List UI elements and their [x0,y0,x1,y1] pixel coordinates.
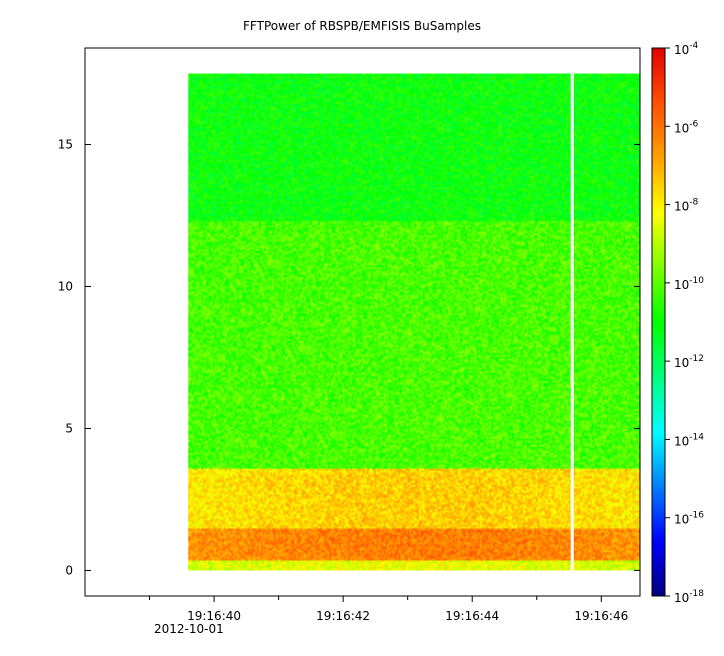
colorbar-tick-label: 10-12 [674,354,704,370]
y-tick-label: 10 [58,280,73,294]
colorbar-tick-label: 10-14 [674,432,704,448]
plot-area [84,47,641,597]
data-gap [570,73,574,571]
x-axis: 19:16:40 19:16:42 19:16:44 19:16:46 [149,596,628,623]
x-tick-label: 19:16:46 [574,609,628,623]
y-tick-label: 15 [58,138,73,152]
colorbar-tick-label: 10-8 [674,198,699,214]
x-tick-label: 19:16:40 [187,609,241,623]
x-axis-date-label: 2012-10-01 [154,622,224,636]
y-tick-label: 0 [65,563,73,577]
x-tick-label: 19:16:42 [316,609,370,623]
colorbar: 10-18 10-16 10-14 10-12 10-10 10-8 10-6 10-4 [651,41,704,605]
spectrogram-image [188,73,641,571]
colorbar-tick-label: 10-16 [674,511,704,527]
colorbar-ticks: 10-18 10-16 10-14 10-12 10-10 10-8 10-6 10-4 [665,41,704,605]
x-tick-label: 19:16:44 [445,609,499,623]
y-tick-label: 5 [65,421,73,435]
colorbar-tick-label: 10-4 [674,41,699,57]
y-axis: 0 5 10 15 [58,138,640,577]
colorbar-tick-label: 10-10 [674,276,704,292]
colorbar-gradient [651,47,666,597]
colorbar-tick-label: 10-18 [674,589,704,605]
chart-title: FFTPower of RBSPB/EMFISIS BuSamples [243,19,481,33]
plot-border [84,47,641,597]
colorbar-tick-label: 10-6 [674,119,699,135]
